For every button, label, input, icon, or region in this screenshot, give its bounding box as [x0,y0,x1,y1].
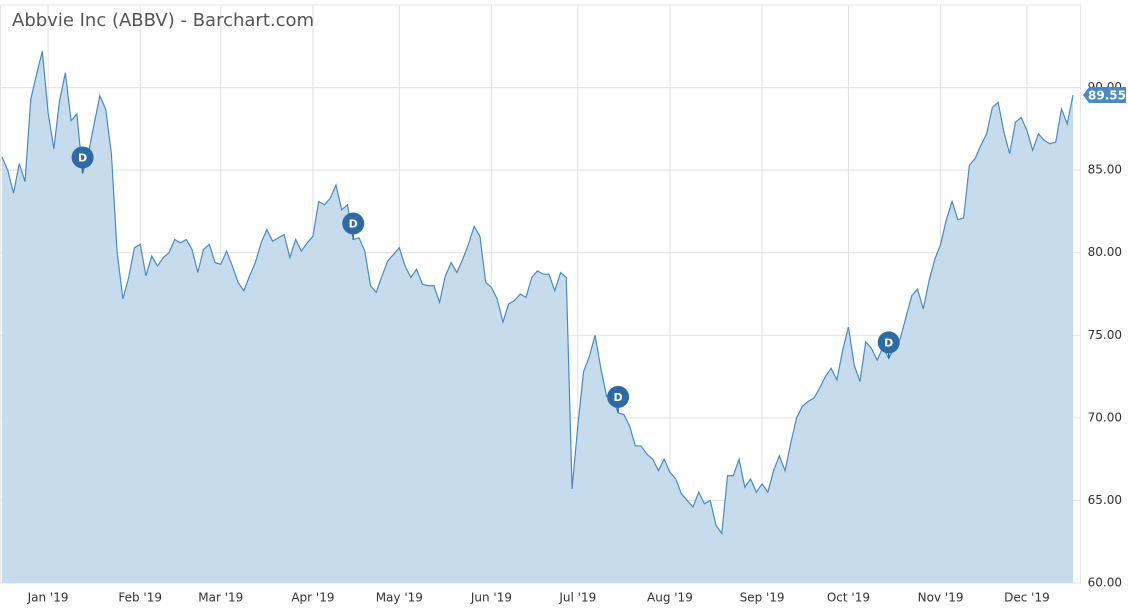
x-tick-label: Mar '19 [198,591,243,605]
x-tick-label: Jun '19 [470,591,512,605]
area [2,51,1073,584]
marker-label: D [349,218,358,231]
marker-circle [607,385,630,408]
marker-circle [877,331,900,354]
y-tick-label: 70.00 [1088,410,1122,424]
y-tick-label: 60.00 [1088,576,1122,590]
dividend-marker: D [877,331,900,359]
x-tick-label: Jul '19 [558,591,596,605]
y-tick-label: 80.00 [1088,245,1122,259]
x-tick-label: May '19 [376,591,423,605]
x-tick-label: Aug '19 [647,591,693,605]
x-tick-label: Nov '19 [918,591,964,605]
x-tick-label: Apr '19 [291,591,334,605]
marker-circle [342,212,365,235]
chart-title: Abbvie Inc (ABBV) - Barchart.com [12,10,314,31]
dividend-marker: D [342,212,365,240]
marker-label: D [78,151,87,164]
last-value-label: 89.55 [1088,89,1126,103]
x-tick-label: Dec '19 [1004,591,1050,605]
marker-circle [71,146,94,169]
y-tick-label: 85.00 [1088,163,1122,177]
last-value-badge [1083,87,1126,104]
marker-label: D [884,336,893,349]
dividend-marker: D [71,146,94,174]
x-tick-label: Sep '19 [740,591,785,605]
marker-label: D [614,391,623,404]
x-tick-label: Oct '19 [827,591,870,605]
y-tick-label: 65.00 [1088,493,1122,507]
dividend-marker: D [607,385,630,413]
x-tick-label: Feb '19 [118,591,162,605]
x-tick-label: Jan '19 [27,591,69,605]
y-tick-label: 75.00 [1088,328,1122,342]
